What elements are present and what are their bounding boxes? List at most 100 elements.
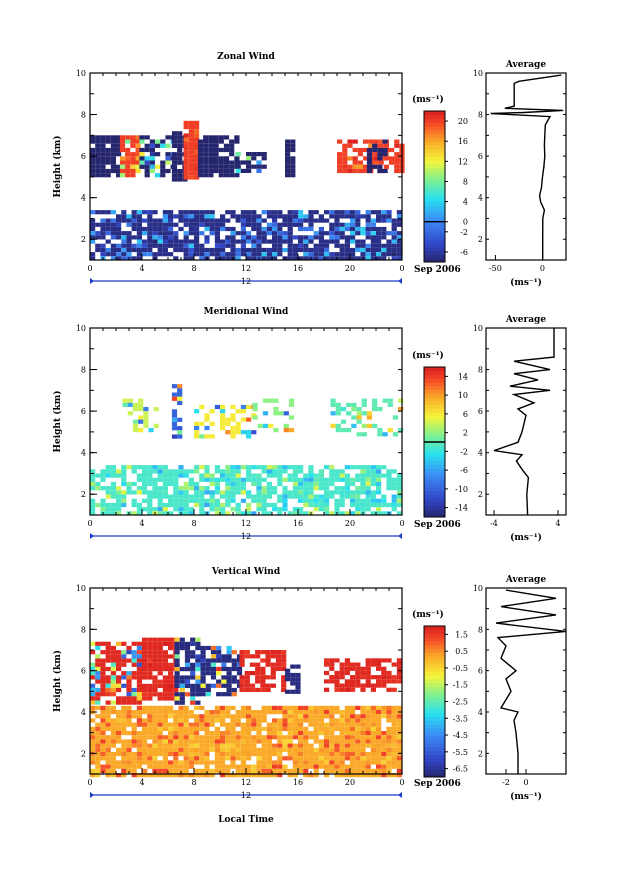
heatmap-cell bbox=[339, 486, 345, 491]
heatmap-cell bbox=[142, 756, 148, 761]
heatmap-cell bbox=[194, 752, 200, 757]
heatmap-cell bbox=[142, 658, 148, 663]
date-axis-marker bbox=[90, 533, 94, 539]
heatmap-cell bbox=[194, 154, 200, 159]
heatmap-cell bbox=[204, 218, 210, 223]
heatmap-cell bbox=[95, 773, 101, 778]
heatmap-cell bbox=[110, 511, 116, 516]
heatmap-cell bbox=[95, 658, 101, 663]
heatmap-cell bbox=[110, 692, 116, 697]
heatmap-cell bbox=[386, 243, 392, 248]
heatmap-cell bbox=[313, 747, 319, 752]
heatmap-cell bbox=[235, 477, 241, 482]
heatmap-cell bbox=[313, 210, 319, 215]
heatmap-cell bbox=[365, 494, 371, 499]
heatmap-cell bbox=[391, 226, 397, 232]
heatmap-cell bbox=[160, 173, 166, 178]
heatmap-cell bbox=[204, 760, 210, 765]
heatmap-cell bbox=[188, 239, 194, 244]
heatmap-cell bbox=[131, 511, 137, 516]
colorbar-swatch bbox=[424, 483, 445, 488]
heatmap-cell bbox=[256, 494, 262, 499]
heatmap-cell bbox=[391, 722, 397, 727]
heatmap-cell bbox=[360, 243, 366, 248]
y-tick-label: 2 bbox=[81, 490, 86, 499]
heatmap-cell bbox=[282, 764, 288, 769]
heatmap-cell bbox=[110, 700, 116, 705]
heatmap-cell bbox=[386, 486, 392, 491]
heatmap-cell bbox=[121, 675, 127, 680]
heatmap-cell bbox=[136, 502, 142, 508]
heatmap-cell bbox=[350, 210, 356, 215]
heatmap-cell bbox=[370, 756, 376, 761]
heatmap-cell bbox=[360, 675, 366, 680]
heatmap-cell bbox=[282, 507, 288, 512]
heatmap-cell bbox=[272, 231, 278, 236]
heatmap-cell bbox=[298, 760, 304, 765]
heatmap-cell bbox=[376, 764, 382, 769]
heatmap-cell bbox=[339, 722, 345, 727]
heatmap-cell bbox=[142, 247, 148, 253]
heatmap-cell bbox=[370, 494, 376, 499]
heatmap-cell bbox=[355, 756, 361, 761]
heatmap-cell bbox=[220, 494, 226, 499]
heatmap-cell bbox=[313, 502, 319, 508]
heatmap-cell bbox=[329, 511, 335, 516]
heatmap-cell bbox=[265, 662, 271, 667]
heatmap-cell bbox=[183, 498, 189, 503]
heatmap-cell bbox=[334, 473, 340, 478]
heatmap-cell bbox=[168, 752, 174, 757]
heatmap-cell bbox=[199, 511, 205, 516]
heatmap-cell bbox=[157, 692, 163, 697]
heatmap-cell bbox=[147, 210, 153, 215]
colorbar-swatch bbox=[424, 720, 445, 725]
heatmap-cell bbox=[194, 120, 200, 125]
heatmap-cell bbox=[235, 152, 241, 157]
heatmap-cell bbox=[177, 417, 183, 422]
heatmap-cell bbox=[214, 502, 220, 508]
heatmap-cell bbox=[95, 735, 101, 740]
heatmap-cell bbox=[318, 231, 324, 236]
heatmap-cell bbox=[110, 658, 116, 663]
heatmap-cell bbox=[183, 133, 189, 138]
heatmap-cell bbox=[188, 511, 194, 516]
heatmap-cell bbox=[90, 168, 96, 174]
heatmap-cell bbox=[121, 641, 127, 646]
heatmap-cell bbox=[350, 498, 356, 503]
heatmap-cell bbox=[285, 160, 291, 165]
heatmap-cell bbox=[365, 252, 371, 257]
heatmap-cell bbox=[308, 714, 314, 719]
heatmap-cell bbox=[240, 247, 246, 253]
heatmap-cell bbox=[239, 687, 245, 692]
heatmap-cell bbox=[298, 756, 304, 761]
heatmap-cell bbox=[329, 226, 335, 232]
heatmap-cell bbox=[90, 218, 96, 223]
heatmap-cell bbox=[277, 494, 283, 499]
heatmap-cell bbox=[344, 222, 350, 227]
heatmap-cell bbox=[105, 650, 111, 655]
heatmap-cell bbox=[265, 650, 271, 655]
heatmap-cell bbox=[90, 743, 96, 748]
heatmap-cell bbox=[121, 696, 127, 701]
heatmap-cell bbox=[199, 243, 205, 248]
heatmap-cell bbox=[303, 490, 309, 495]
heatmap-cell bbox=[188, 162, 194, 167]
heatmap-cell bbox=[386, 773, 392, 778]
heatmap-cell bbox=[214, 239, 220, 244]
heatmap-cell bbox=[179, 675, 185, 680]
heatmap-cell bbox=[272, 760, 278, 765]
heatmap-cell bbox=[355, 507, 361, 512]
heatmap-cell bbox=[350, 252, 356, 257]
heatmap-cell bbox=[204, 752, 210, 757]
heatmap-cell bbox=[168, 214, 174, 219]
heatmap-cell bbox=[195, 662, 201, 667]
heatmap-cell bbox=[105, 764, 111, 769]
heatmap-cell bbox=[244, 671, 250, 676]
heatmap-cell bbox=[282, 222, 288, 227]
heatmap-cell bbox=[90, 773, 96, 778]
heatmap-cell bbox=[210, 683, 217, 688]
heatmap-cell bbox=[121, 218, 127, 223]
heatmap-cell bbox=[144, 168, 150, 174]
heatmap-cell bbox=[339, 243, 345, 248]
heatmap-cell bbox=[204, 502, 210, 508]
